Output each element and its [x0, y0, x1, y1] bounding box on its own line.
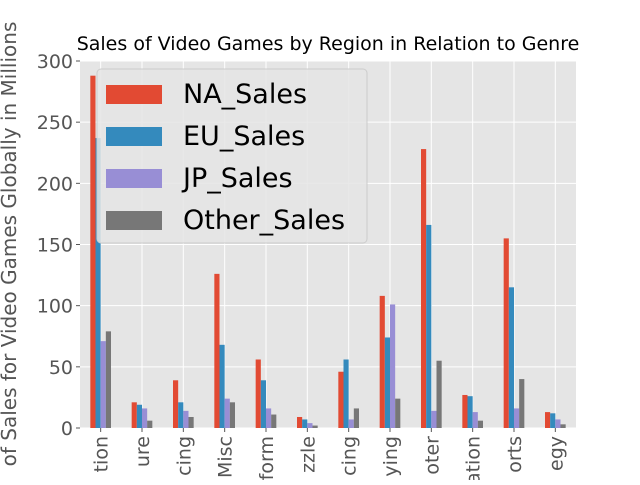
bar-eu-sales-strategy — [550, 413, 556, 428]
bar-jp-sales-simulation — [472, 412, 478, 428]
bar-jp-sales-platform — [266, 408, 272, 428]
bar-na-sales-platform — [255, 359, 261, 428]
y-tick-label: 50 — [49, 357, 73, 379]
y-axis: 0 50 100 150 200 250 300 — [37, 51, 80, 440]
bar-na-sales-role-playing — [379, 295, 385, 428]
bar-eu-sales-puzzle — [302, 419, 308, 428]
bar-other-sales-misc — [229, 402, 235, 428]
bar-other-sales-role-playing — [395, 398, 401, 428]
legend-label: JP_Sales — [181, 163, 293, 194]
bar-eu-sales-adventure — [136, 404, 142, 428]
x-tick-label: ying — [380, 436, 402, 477]
bar-jp-sales-shooter — [431, 410, 437, 428]
bar-jp-sales-action — [100, 341, 106, 428]
legend-label: Other_Sales — [183, 205, 345, 236]
bar-na-sales-puzzle — [297, 416, 303, 428]
legend-label: EU_Sales — [183, 121, 305, 152]
bar-na-sales-sports — [503, 238, 509, 428]
x-tick-label: oter — [421, 436, 443, 475]
bar-jp-sales-strategy — [555, 419, 561, 428]
bar-other-sales-simulation — [477, 420, 483, 428]
y-tick-label: 150 — [37, 235, 73, 257]
x-tick-label: ation — [463, 436, 485, 480]
y-axis-label: of Sales for Video Games Globally in Mil… — [0, 22, 21, 467]
bar-jp-sales-puzzle — [307, 423, 313, 428]
bar-other-sales-strategy — [560, 424, 566, 428]
bar-na-sales-shooter — [421, 149, 427, 428]
bar-eu-sales-fighting — [178, 402, 184, 428]
x-axis: tion ure cing Misc form zzle cing ying oter ation… — [91, 428, 567, 484]
bar-other-sales-adventure — [147, 420, 153, 428]
bar-na-sales-action — [90, 75, 96, 429]
x-tick-label: orts — [504, 436, 526, 473]
x-tick-label: Misc — [215, 436, 237, 478]
bar-eu-sales-misc — [219, 344, 225, 428]
bar-eu-sales-sports — [508, 287, 514, 428]
y-tick-label: 0 — [61, 418, 73, 440]
y-tick-label: 250 — [37, 112, 73, 134]
bar-na-sales-strategy — [545, 412, 551, 428]
x-tick-label: form — [256, 436, 278, 480]
x-tick-label: zzle — [297, 436, 319, 473]
bar-jp-sales-racing — [348, 419, 354, 428]
x-tick-label: egy — [545, 436, 567, 471]
bar-eu-sales-shooter — [426, 224, 432, 428]
legend-label: NA_Sales — [183, 79, 307, 110]
x-tick-label: cing — [173, 436, 195, 476]
bar-eu-sales-role-playing — [384, 337, 390, 428]
bar-other-sales-racing — [353, 408, 359, 428]
bar-jp-sales-misc — [224, 398, 230, 428]
y-tick-label: 100 — [37, 296, 73, 318]
legend-swatch — [106, 127, 162, 146]
bar-other-sales-puzzle — [312, 425, 318, 428]
bar-other-sales-sports — [519, 379, 525, 428]
x-tick-label: ure — [132, 436, 154, 467]
bar-eu-sales-action — [95, 138, 101, 428]
y-tick-label: 200 — [37, 173, 73, 195]
bar-jp-sales-adventure — [142, 408, 148, 428]
x-tick-label: cing — [339, 436, 361, 476]
x-tick-label: tion — [91, 436, 113, 472]
legend: NA_Sales EU_Sales JP_Sales Other_Sales — [96, 68, 368, 244]
bar-eu-sales-simulation — [467, 396, 473, 428]
y-tick-label: 300 — [37, 51, 73, 73]
bar-jp-sales-sports — [514, 408, 520, 428]
bar-eu-sales-platform — [260, 380, 266, 428]
bar-other-sales-action — [105, 331, 111, 428]
bar-na-sales-racing — [338, 371, 344, 428]
bar-na-sales-adventure — [131, 402, 137, 428]
legend-box — [96, 68, 368, 244]
bar-other-sales-fighting — [188, 416, 194, 428]
bar-other-sales-platform — [271, 414, 277, 428]
legend-swatch — [106, 85, 162, 104]
bar-jp-sales-fighting — [183, 410, 189, 428]
bar-na-sales-misc — [214, 273, 220, 428]
chart-title: Sales of Video Games by Region in Relati… — [77, 33, 580, 55]
legend-swatch — [106, 211, 162, 230]
bar-na-sales-simulation — [462, 394, 468, 428]
bar-other-sales-shooter — [436, 360, 442, 428]
bars — [90, 75, 566, 429]
bar-jp-sales-role-playing — [390, 304, 396, 428]
bar-na-sales-fighting — [173, 380, 179, 428]
legend-swatch — [106, 169, 162, 188]
bar-eu-sales-racing — [343, 359, 349, 428]
